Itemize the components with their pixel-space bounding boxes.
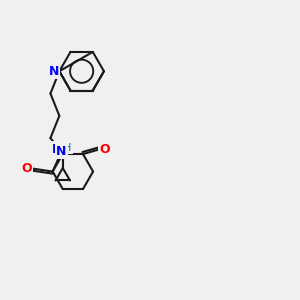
Text: N: N bbox=[49, 65, 59, 78]
Text: N: N bbox=[56, 145, 67, 158]
Text: H: H bbox=[63, 143, 72, 153]
Text: O: O bbox=[21, 162, 32, 175]
Text: O: O bbox=[99, 143, 110, 156]
Text: N: N bbox=[52, 142, 62, 156]
